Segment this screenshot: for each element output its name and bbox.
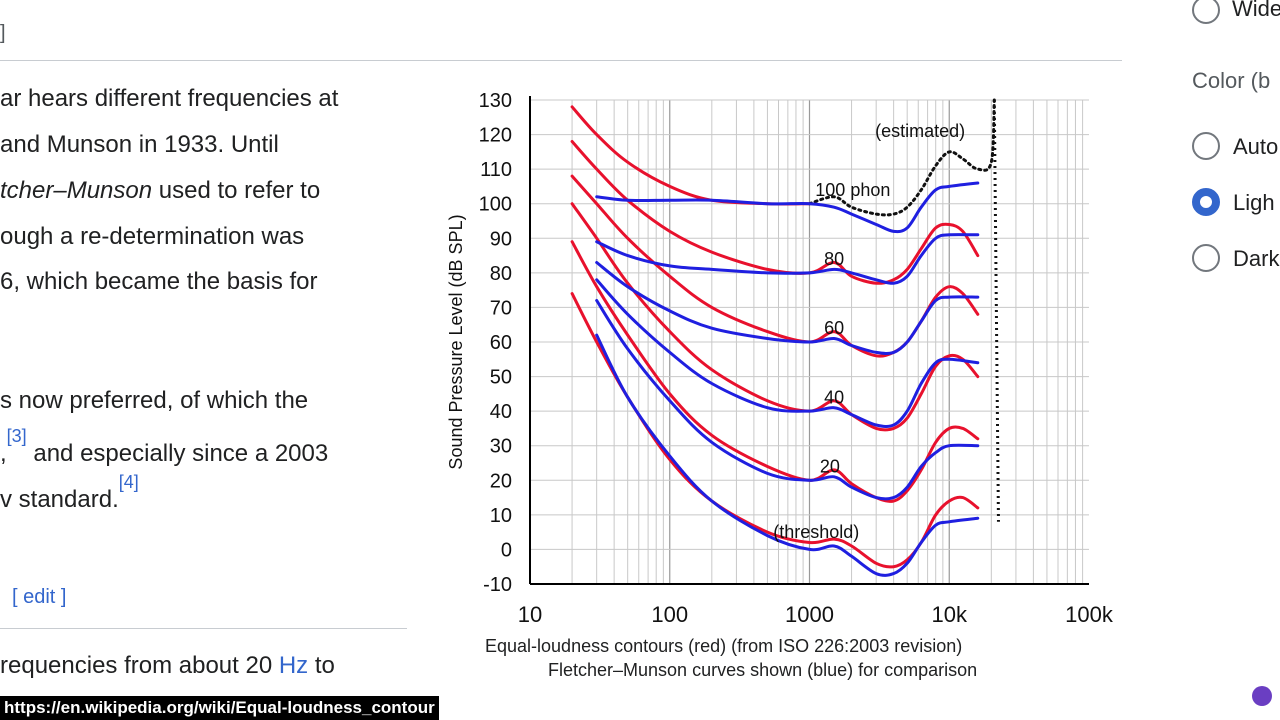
- y-tick-label: 100: [479, 194, 512, 216]
- y-tick-label: -10: [483, 574, 512, 596]
- series-fm-20: [595, 299, 980, 501]
- chart-annotation: 80: [824, 249, 844, 269]
- y-tick-label: 30: [490, 436, 512, 458]
- y-tick-label: 80: [490, 263, 512, 285]
- hz-link[interactable]: Hz: [278, 652, 309, 679]
- label-dark: Dark: [1233, 246, 1280, 271]
- article-bottom-line: requencies from about 20 Hz to: [0, 643, 335, 689]
- article-line-7: ,[3] and especially since a 2003: [0, 423, 328, 477]
- fletcher-munson-italic: tcher–Munson: [0, 177, 153, 204]
- section-edit-link[interactable]: [ edit ]: [12, 586, 67, 608]
- article-line-2: and Munson in 1933. Until: [0, 131, 279, 158]
- y-tick-label: 50: [490, 367, 512, 389]
- caption-line-1: Equal-loudness contours (red) (from ISO …: [485, 636, 963, 656]
- article-line-7-rest: and especially since a 2003: [26, 440, 329, 467]
- top-bracket: ]: [0, 22, 6, 44]
- article-line-8-text: v standard.: [0, 486, 119, 513]
- x-tick-label: 10k: [932, 602, 968, 627]
- reference-4-link[interactable]: [4]: [118, 472, 139, 492]
- label-light: Ligh: [1233, 190, 1275, 215]
- radio-auto[interactable]: [1192, 132, 1220, 160]
- chart-annotation: (threshold): [773, 522, 859, 542]
- equal-loudness-figure[interactable]: 130 120 110 100 90 80 70 60 50 40 30 20 10 0 -10 10 100 1…: [430, 80, 1130, 690]
- chart-annotation: 100 phon: [815, 180, 890, 200]
- y-tick-label: 0: [501, 539, 512, 561]
- article-line-1: ar hears different frequencies at: [0, 85, 339, 112]
- article-line-3: tcher–Munson used to refer to: [0, 168, 320, 214]
- color-heading: Color (b: [1192, 68, 1271, 93]
- section-divider: [0, 628, 407, 629]
- series-estimated-100-phon: [808, 98, 996, 217]
- article-line-7-comma: ,: [0, 440, 7, 467]
- top-divider: [0, 60, 1122, 61]
- article-line-3-rest: used to refer to: [152, 177, 321, 204]
- y-tick-label: 60: [490, 332, 512, 354]
- chart-annotation: 60: [824, 318, 844, 338]
- label-auto: Auto: [1233, 134, 1279, 159]
- label-wide: Wide: [1232, 0, 1280, 21]
- y-tick-label: 10: [490, 505, 512, 527]
- floating-tool-icon[interactable]: [1252, 686, 1272, 706]
- caption-line-2: Fletcher–Munson curves shown (blue) for …: [548, 660, 978, 680]
- article-line-4: ough a re-determination was: [0, 223, 305, 250]
- series-iso-80-phon: [570, 140, 980, 285]
- series-fm-40: [595, 278, 980, 428]
- bottom-line-prefix: requencies from about 20: [0, 652, 279, 679]
- y-tick-label: 120: [479, 125, 512, 147]
- series-iso-40-phon: [570, 202, 980, 432]
- series-fm-60: [595, 261, 980, 355]
- series-fm-100: [595, 181, 980, 234]
- article-line-5: 6, which became the basis for: [0, 268, 318, 295]
- bottom-line-suffix: to: [308, 652, 335, 679]
- y-tick-label: 70: [490, 297, 512, 319]
- y-tick-label: 110: [480, 159, 512, 181]
- y-axis-label: Sound Pressure Level (dB SPL): [446, 214, 466, 469]
- status-url-bar: https://en.wikipedia.org/wiki/Equal-loud…: [0, 696, 439, 720]
- radio-light[interactable]: [1192, 188, 1220, 216]
- radio-dark[interactable]: [1192, 244, 1220, 272]
- x-tick-label: 100: [651, 602, 688, 627]
- series-iso-100-phon: [570, 105, 811, 206]
- series-fm-threshold: [595, 333, 980, 577]
- chart-annotation: 20: [820, 456, 840, 476]
- estimated-upper-edge: [992, 99, 1000, 522]
- article-line-8: v standard.[4]: [0, 469, 139, 523]
- radio-wide[interactable]: [1192, 0, 1220, 24]
- x-tick-label: 10: [518, 602, 542, 627]
- x-tick-label: 100k: [1065, 602, 1114, 627]
- chart-annotation: (estimated): [875, 121, 965, 141]
- reference-3-link[interactable]: [3]: [6, 426, 27, 446]
- y-tick-label: 90: [490, 228, 512, 250]
- article-line-6: s now preferred, of which the: [0, 387, 309, 414]
- series-fm-80: [595, 233, 980, 285]
- x-tick-label: 1000: [785, 602, 834, 627]
- y-tick-label: 40: [490, 401, 512, 423]
- series-iso-20-phon: [570, 240, 980, 503]
- chart-annotation: 40: [824, 387, 844, 407]
- y-tick-label: 130: [479, 90, 512, 112]
- y-tick-label: 20: [490, 470, 512, 492]
